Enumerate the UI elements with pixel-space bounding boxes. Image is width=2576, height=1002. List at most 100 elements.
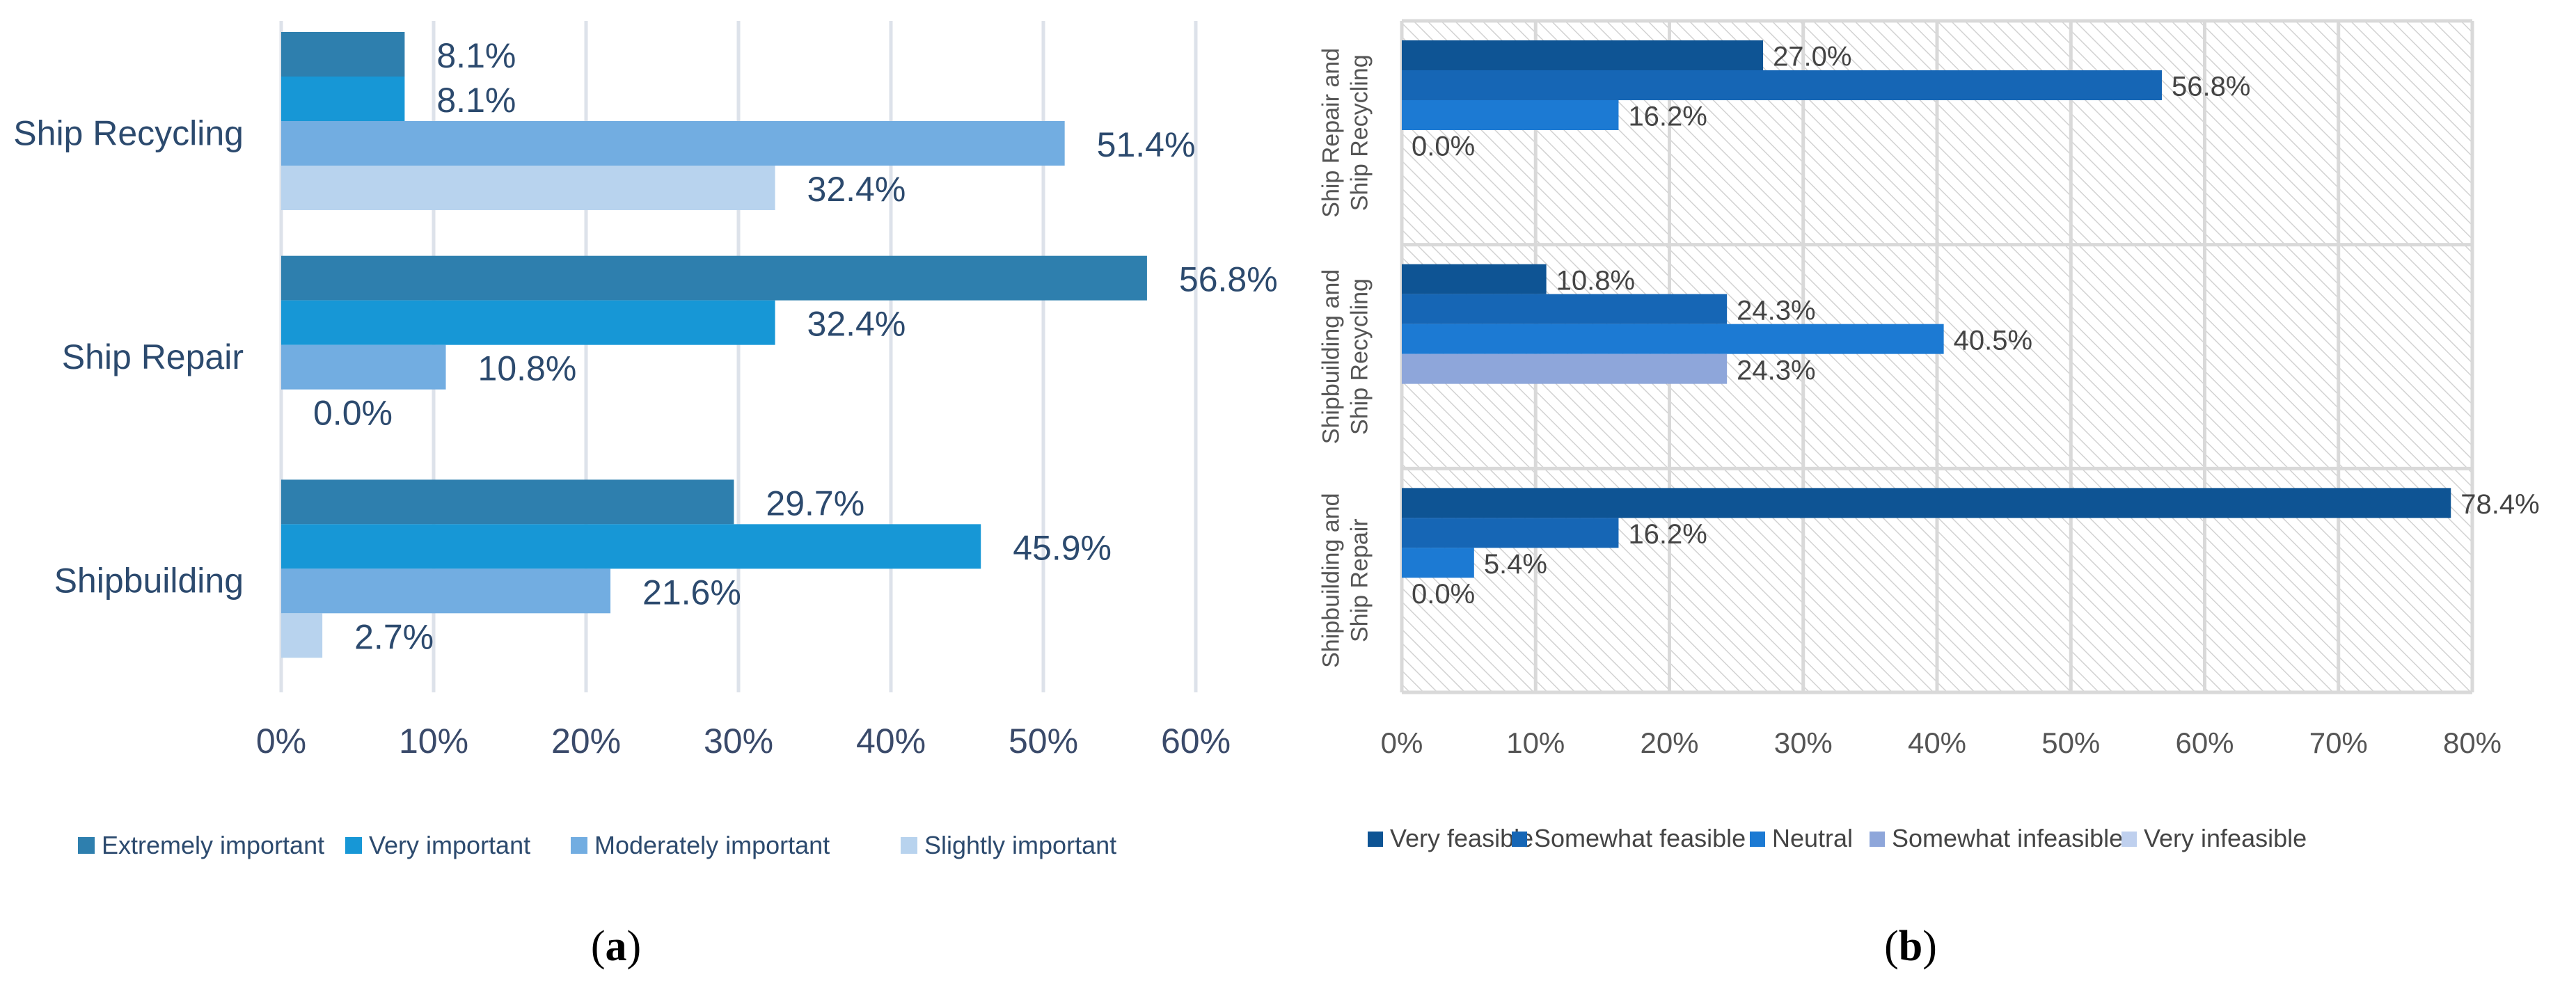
caption-b: (b) — [1841, 922, 1980, 971]
chart-a-data-label: 32.4% — [807, 170, 906, 209]
chart-a-data-label: 10.8% — [478, 349, 577, 388]
chart-b-legend-swatch — [2121, 832, 2137, 847]
chart-b-legend-label: Somewhat feasible — [1534, 824, 1746, 852]
chart-b-x-tick-label: 60% — [2175, 726, 2234, 759]
chart-a-data-label: 29.7% — [766, 484, 864, 523]
caption-b-close: ) — [1922, 923, 1937, 970]
chart-a-bar — [281, 77, 405, 121]
chart-b-data-label: 10.8% — [1556, 265, 1635, 296]
chart-a-bar — [281, 255, 1147, 301]
chart-a-data-label: 2.7% — [354, 617, 434, 656]
chart-b-data-label: 5.4% — [1484, 549, 1547, 580]
chart-b-data-label: 78.4% — [2460, 489, 2539, 520]
chart-b-category-label-line: Ship Repair and — [1318, 48, 1345, 218]
chart-a-bar — [281, 568, 611, 614]
chart-b-x-tick-label: 40% — [1908, 726, 1966, 759]
chart-b-data-label: 0.0% — [1412, 579, 1475, 610]
chart-b-data-label: 27.0% — [1773, 42, 1851, 72]
chart-b-category-label: Shipbuilding andShip Repair — [1318, 493, 1373, 667]
caption-a-close: ) — [626, 923, 642, 970]
chart-b: 0% 10% 20% 30% 40% 50% 60% 70% 80% Ship Repair an… — [1318, 19, 2540, 852]
chart-a-legend-label: Slightly important — [924, 831, 1116, 859]
chart-a-legend-swatch — [78, 837, 95, 854]
chart-a-x-tick-label: 50% — [1009, 722, 1078, 761]
chart-a-bar — [281, 121, 1065, 166]
chart-b-x-tick-label: 20% — [1640, 726, 1698, 759]
chart-a-bar — [281, 479, 734, 525]
caption-a-open: ( — [590, 923, 606, 970]
chart-b-legend-swatch — [1750, 832, 1765, 847]
chart-a-data-label: 8.1% — [436, 36, 516, 75]
chart-a-legend-swatch — [345, 837, 362, 854]
chart-a-legend-label: Moderately important — [594, 831, 830, 859]
chart-a-data-label: 8.1% — [436, 81, 516, 120]
chart-a-data-label: 32.4% — [807, 305, 906, 344]
chart-b-bar — [1402, 70, 2162, 100]
chart-a-x-tick-label: 0% — [256, 722, 306, 761]
chart-b-x-tick-label: 30% — [1774, 726, 1833, 759]
chart-b-data-label: 16.2% — [1628, 102, 1707, 132]
caption-a-letter: a — [605, 923, 627, 970]
chart-b-category-label-line: Ship Recycling — [1346, 278, 1373, 435]
chart-b-legend-label: Very feasible — [1390, 824, 1533, 852]
chart-b-category-label-line: Ship Recycling — [1346, 54, 1373, 211]
chart-b-data-label: 0.0% — [1412, 132, 1475, 162]
caption-b-letter: b — [1898, 923, 1923, 970]
chart-b-bar — [1402, 518, 1619, 548]
chart-b-data-label: 24.3% — [1737, 355, 1815, 385]
chart-b-data-label: 40.5% — [1954, 325, 2032, 356]
chart-b-x-tick-label: 50% — [2041, 726, 2100, 759]
chart-b-x-tick-label: 0% — [1381, 726, 1423, 759]
chart-a-bar — [281, 32, 405, 77]
chart-b-legend-swatch — [1870, 832, 1885, 847]
chart-a-x-tick-label: 20% — [551, 722, 621, 761]
chart-b-bar — [1402, 294, 1728, 324]
chart-a-data-label: 51.4% — [1097, 125, 1196, 164]
chart-a-legend-label: Extremely important — [102, 831, 324, 859]
chart-b-bar — [1402, 353, 1728, 384]
chart-b-bar — [1402, 100, 1619, 130]
chart-b-x-tick-label: 80% — [2443, 726, 2502, 759]
chart-a-category-label: Ship Recycling — [13, 113, 244, 152]
chart-b-data-label: 56.8% — [2172, 72, 2250, 102]
chart-a-category-label: Ship Repair — [62, 337, 244, 376]
chart-b-data-label: 16.2% — [1628, 519, 1707, 550]
chart-b-category-label-line: Ship Repair — [1346, 518, 1373, 642]
chart-b-bar — [1402, 548, 1474, 578]
chart-a-bar — [281, 166, 775, 210]
caption-a: (a) — [546, 922, 686, 971]
chart-a-data-label: 56.8% — [1179, 260, 1278, 299]
chart-b-category-label-line: Shipbuilding and — [1318, 269, 1345, 444]
chart-b-legend-swatch — [1368, 832, 1383, 847]
chart-a-bar — [281, 344, 446, 390]
chart-b-category-label: Shipbuilding andShip Recycling — [1318, 269, 1373, 444]
chart-b-bar — [1402, 324, 1944, 354]
chart-b-bar — [1402, 264, 1547, 294]
chart-b-legend-label: Very infeasible — [2144, 824, 2307, 852]
chart-a-data-label: 21.6% — [642, 573, 741, 612]
chart-b-bar — [1402, 488, 2451, 518]
chart-a-bar — [281, 300, 775, 345]
chart-a-category-label: Shipbuilding — [54, 562, 244, 601]
chart-a-data-label: 0.0% — [313, 394, 393, 433]
chart-b-legend-label: Neutral — [1772, 824, 1853, 852]
chart-b-x-tick-label: 10% — [1506, 726, 1565, 759]
chart-a-data-label: 45.9% — [1013, 528, 1112, 567]
chart-a-legend-swatch — [571, 837, 587, 854]
chart-a-x-tick-label: 40% — [856, 722, 926, 761]
chart-b-legend-label: Somewhat infeasible — [1892, 824, 2123, 852]
chart-a-x-tick-label: 60% — [1161, 722, 1231, 761]
chart-b-data-label: 24.3% — [1737, 295, 1815, 326]
chart-a-x-tick-label: 30% — [704, 722, 773, 761]
chart-b-category-label: Ship Repair andShip Recycling — [1318, 48, 1373, 218]
chart-a-legend-label: Very important — [369, 831, 530, 859]
chart-a-bar — [281, 524, 981, 569]
chart-b-legend-swatch — [1512, 832, 1527, 847]
chart-a-x-tick-label: 10% — [399, 722, 468, 761]
chart-a-legend-swatch — [901, 837, 917, 854]
chart-a: 0% 10% 20% 30% 40% 50% 60% Ship Recycling 8.1% 8.… — [13, 21, 1278, 859]
chart-b-bar — [1402, 40, 1764, 70]
caption-b-open: ( — [1884, 923, 1899, 970]
chart-b-category-label-line: Shipbuilding and — [1318, 493, 1345, 667]
